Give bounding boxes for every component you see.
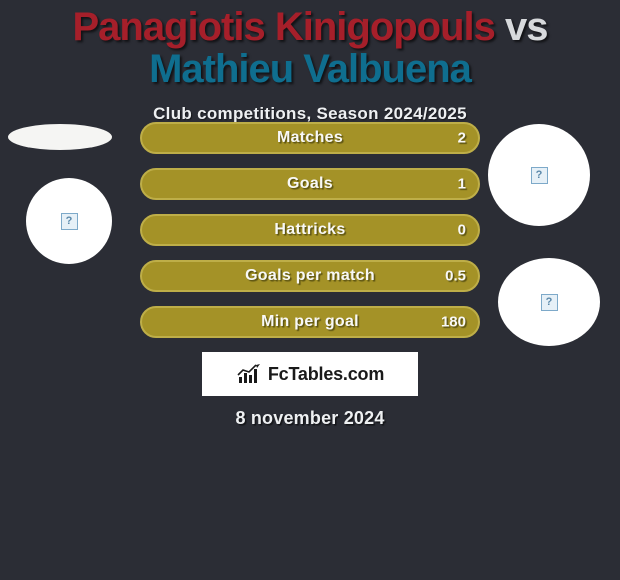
vs-text: vs	[505, 5, 548, 49]
image-placeholder-icon	[61, 213, 78, 230]
stat-label: Goals per match	[245, 267, 375, 285]
player-left-oval	[8, 124, 112, 150]
image-placeholder-icon	[541, 294, 558, 311]
stat-value-right: 0	[458, 222, 466, 239]
brand-box: FcTables.com	[202, 352, 418, 396]
stat-label: Goals	[287, 175, 333, 193]
stat-value-right: 2	[458, 130, 466, 147]
player-left-name: Panagiotis Kinigopouls	[72, 5, 494, 49]
date-text: 8 november 2024	[0, 408, 620, 429]
player-left-avatar	[26, 178, 112, 264]
stats-list: Matches 2 Goals 1 Hattricks 0 Goals per …	[140, 122, 480, 352]
player-right-avatar	[488, 124, 590, 226]
stat-row-goals-per-match: Goals per match 0.5	[140, 260, 480, 292]
stat-label: Min per goal	[261, 313, 359, 331]
stat-row-hattricks: Hattricks 0	[140, 214, 480, 246]
stat-value-right: 1	[458, 176, 466, 193]
player-right-badge	[498, 258, 600, 346]
player-right-name: Mathieu Valbuena	[149, 47, 471, 91]
stat-value-right: 180	[441, 314, 466, 331]
stat-row-goals: Goals 1	[140, 168, 480, 200]
stat-row-matches: Matches 2	[140, 122, 480, 154]
stat-label: Hattricks	[274, 221, 345, 239]
stat-value-right: 0.5	[445, 268, 466, 285]
bar-chart-icon	[236, 363, 264, 385]
stat-label: Matches	[277, 129, 343, 147]
brand-text: FcTables.com	[268, 364, 384, 385]
subtitle: Club competitions, Season 2024/2025	[0, 104, 620, 124]
image-placeholder-icon	[531, 167, 548, 184]
page-title: Panagiotis Kinigopouls vs Mathieu Valbue…	[0, 0, 620, 90]
stat-row-min-per-goal: Min per goal 180	[140, 306, 480, 338]
